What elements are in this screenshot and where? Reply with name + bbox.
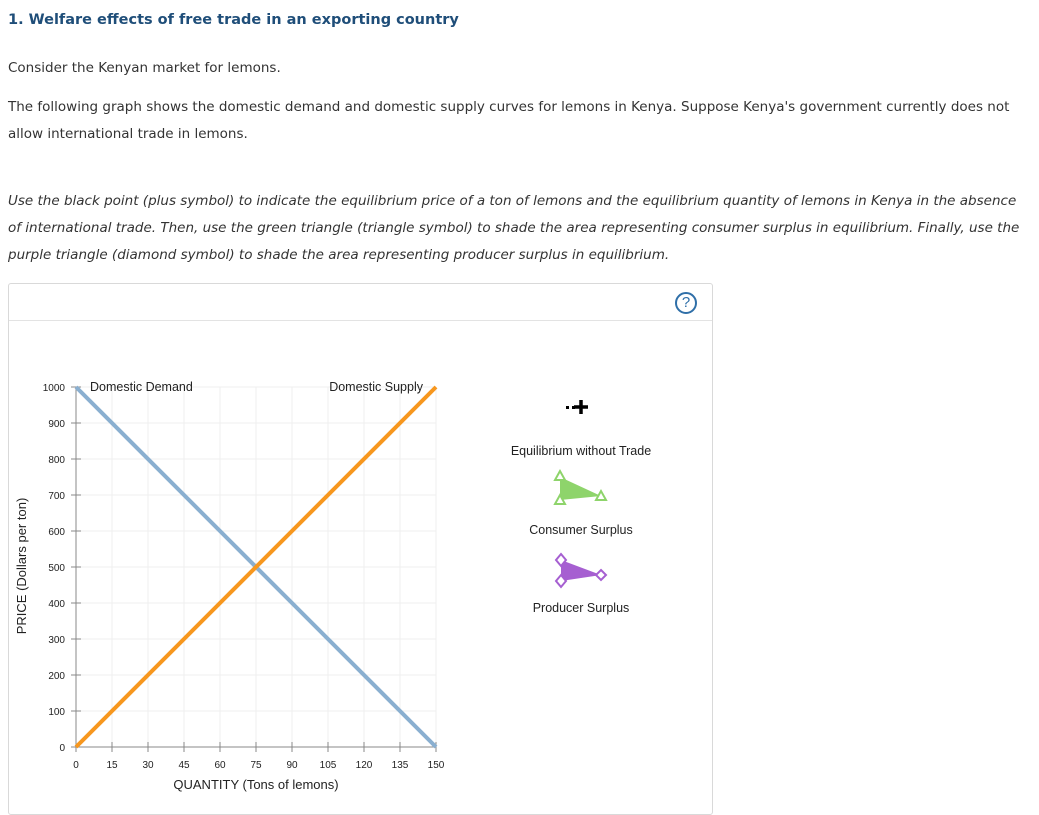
y-tick-label: 200 — [48, 671, 65, 682]
tool-consumer-surplus[interactable]: Consumer Surplus — [529, 468, 633, 537]
question-title: 1. Welfare effects of free trade in an e… — [8, 12, 459, 28]
series-layer[interactable]: Domestic Demand Domestic Supply — [74, 380, 438, 749]
help-button[interactable]: ? — [675, 292, 697, 314]
x-tick-label: 150 — [428, 760, 445, 771]
x-tick-label: 90 — [286, 760, 298, 771]
series-label-domestic-demand: Domestic Demand — [90, 380, 193, 394]
x-tick-label: 135 — [392, 760, 409, 771]
x-tick-label: 75 — [250, 760, 262, 771]
x-tick-label: 60 — [214, 760, 226, 771]
y-tick-label: 900 — [48, 419, 65, 430]
series-line-domestic-supply[interactable] — [74, 385, 438, 749]
grid-layer — [76, 386, 437, 747]
y-tick-label: 400 — [48, 599, 65, 610]
y-tick-label: 100 — [48, 707, 65, 718]
series-label-domestic-supply: Domestic Supply — [329, 380, 424, 394]
y-tick-label: 800 — [48, 455, 65, 466]
y-tick-label: 1000 — [43, 383, 66, 394]
y-tick-label: 700 — [48, 491, 65, 502]
y-tick-label: 300 — [48, 635, 65, 646]
tool-label-consumer-surplus: Consumer Surplus — [529, 523, 633, 537]
question-instructions: Use the black point (plus symbol) to ind… — [8, 193, 1020, 263]
question-description: The following graph shows the domestic d… — [8, 99, 1010, 142]
purple-diamond-icon — [554, 552, 608, 589]
supply-demand-graph[interactable]: 0 100 200 300 400 500 600 700 800 900 1000 0 15 30 45 6… — [9, 284, 712, 809]
graph-panel: ? 0 100 200 300 400 500 600 700 800 900 1000 0 15 30 4… — [8, 283, 713, 815]
tool-producer-surplus[interactable]: Producer Surplus — [533, 552, 630, 615]
plus-point-icon — [566, 400, 588, 414]
question-intro: Consider the Kenyan market for lemons. — [8, 60, 281, 76]
panel-header: ? — [9, 284, 712, 321]
x-tick-label: 30 — [142, 760, 154, 771]
tool-label-producer-surplus: Producer Surplus — [533, 601, 630, 615]
x-tick-label: 15 — [106, 760, 118, 771]
tool-label-equilibrium: Equilibrium without Trade — [511, 444, 651, 458]
y-tick-label: 500 — [48, 563, 65, 574]
x-tick-label: 120 — [356, 760, 373, 771]
x-tick-label: 105 — [320, 760, 337, 771]
x-tick-label: 0 — [73, 760, 79, 771]
axis-layer: 0 100 200 300 400 500 600 700 800 900 1000 0 15 30 45 6… — [43, 383, 445, 771]
x-tick-label: 45 — [178, 760, 190, 771]
y-axis-label: PRICE (Dollars per ton) — [14, 498, 29, 635]
green-triangle-icon — [553, 468, 608, 505]
x-axis-label: QUANTITY (Tons of lemons) — [173, 777, 338, 792]
y-tick-label: 0 — [59, 743, 65, 754]
tool-equilibrium[interactable]: Equilibrium without Trade — [511, 400, 651, 458]
y-tick-label: 600 — [48, 527, 65, 538]
